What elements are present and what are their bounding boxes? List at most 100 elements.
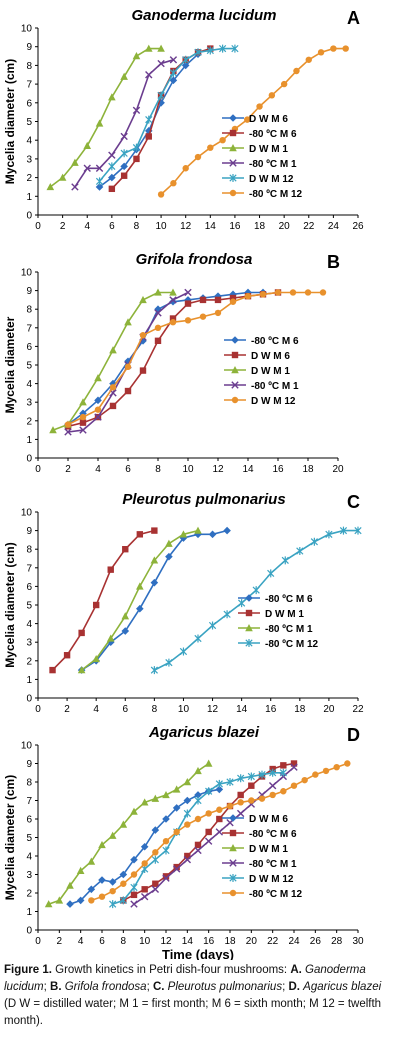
data-point bbox=[95, 183, 104, 191]
x-tick-label: 12 bbox=[212, 464, 224, 475]
x-tick-label: 2 bbox=[65, 464, 71, 475]
data-point bbox=[194, 526, 202, 534]
data-point bbox=[179, 530, 188, 538]
data-point bbox=[301, 776, 308, 784]
x-tick-label: 22 bbox=[352, 704, 364, 715]
data-point bbox=[94, 406, 102, 413]
data-point bbox=[173, 828, 180, 836]
x-tick-label: 20 bbox=[323, 704, 335, 715]
data-point bbox=[66, 900, 74, 908]
y-tick-label: 9 bbox=[26, 759, 32, 770]
data-point bbox=[49, 426, 57, 434]
data-point bbox=[108, 185, 116, 193]
data-point bbox=[150, 556, 159, 564]
x-tick-label: 6 bbox=[99, 936, 105, 947]
x-tick-label: 26 bbox=[352, 221, 364, 232]
data-point bbox=[194, 766, 202, 775]
legend-label: -80 ºC M 12 bbox=[265, 639, 319, 650]
legend-label: -80 ºC M 12 bbox=[249, 889, 303, 900]
x-tick-label: 14 bbox=[242, 464, 254, 475]
legend-label: D W M 12 bbox=[249, 174, 294, 185]
data-point bbox=[83, 164, 91, 172]
data-point bbox=[88, 897, 95, 904]
data-point bbox=[169, 297, 177, 306]
data-point bbox=[207, 144, 214, 151]
data-point bbox=[184, 296, 192, 304]
data-point bbox=[162, 873, 170, 880]
x-tick-label: 4 bbox=[95, 464, 101, 475]
data-point bbox=[216, 806, 223, 813]
data-point bbox=[194, 634, 202, 643]
legend-marker bbox=[229, 829, 237, 837]
data-point bbox=[87, 857, 96, 865]
data-point bbox=[95, 164, 104, 172]
data-point bbox=[108, 162, 116, 171]
data-point bbox=[183, 856, 192, 864]
legend-marker bbox=[229, 114, 237, 122]
data-point bbox=[223, 526, 231, 535]
series-0 bbox=[64, 288, 267, 429]
y-tick-label: 5 bbox=[26, 361, 32, 372]
data-point bbox=[119, 820, 128, 828]
x-tick-label: 6 bbox=[122, 704, 128, 715]
x-tick-label: 26 bbox=[310, 936, 322, 947]
panel-letter: A bbox=[347, 8, 360, 28]
data-point bbox=[109, 402, 117, 410]
data-point bbox=[130, 900, 138, 908]
data-point bbox=[108, 831, 117, 839]
x-tick-label: 20 bbox=[279, 221, 291, 232]
data-point bbox=[219, 137, 226, 144]
data-point bbox=[169, 68, 178, 77]
data-point bbox=[172, 804, 181, 812]
caption-part-b-species: Grifola frondosa bbox=[64, 981, 147, 993]
y-tick-label: 10 bbox=[21, 24, 33, 35]
data-point bbox=[319, 289, 327, 296]
data-point bbox=[208, 621, 217, 630]
x-tick-label: 4 bbox=[93, 704, 99, 715]
y-tick-label: 3 bbox=[26, 154, 32, 165]
data-point bbox=[77, 666, 86, 674]
data-point bbox=[136, 582, 144, 590]
y-tick-label: 0 bbox=[26, 926, 32, 937]
data-point bbox=[144, 127, 153, 135]
series-3 bbox=[150, 526, 362, 675]
y-tick-label: 4 bbox=[26, 852, 32, 863]
series-line bbox=[98, 47, 235, 182]
x-tick-label: 10 bbox=[182, 464, 194, 475]
legend-label: -80 ºC M 6 bbox=[249, 829, 297, 840]
data-point bbox=[252, 586, 260, 595]
legend-label: D W M 1 bbox=[251, 366, 290, 377]
x-tick-label: 8 bbox=[155, 464, 161, 475]
data-point bbox=[184, 288, 192, 297]
x-tick-label: 0 bbox=[35, 464, 41, 475]
data-point bbox=[119, 870, 128, 879]
y-axis-label: Mycelia diameter bbox=[3, 316, 17, 413]
series-4 bbox=[109, 768, 287, 909]
legend-label: -80 ºC M 6 bbox=[251, 336, 299, 347]
x-tick-label: 10 bbox=[156, 221, 168, 232]
panel-letter: C bbox=[347, 492, 360, 512]
x-tick-label: 28 bbox=[331, 936, 343, 947]
y-tick-label: 9 bbox=[26, 526, 32, 537]
data-point bbox=[154, 324, 162, 331]
data-point bbox=[312, 771, 319, 778]
legend: -80 ºC M 6 D W M 6 D W M 1 -80 ºC M 1 D W M … bbox=[224, 336, 299, 407]
data-point bbox=[87, 885, 96, 894]
data-point bbox=[226, 802, 234, 810]
data-point bbox=[280, 788, 287, 795]
y-tick-label: 6 bbox=[26, 98, 32, 109]
data-point bbox=[83, 141, 92, 150]
caption-part-a-species: Ganoderma lucidum bbox=[4, 964, 366, 993]
data-point bbox=[79, 419, 87, 426]
data-point bbox=[71, 158, 79, 166]
data-point bbox=[267, 569, 275, 578]
data-point bbox=[63, 652, 71, 659]
y-tick-label: 4 bbox=[26, 379, 32, 390]
y-tick-label: 1 bbox=[26, 907, 32, 918]
legend-marker bbox=[229, 889, 237, 897]
y-tick-label: 0 bbox=[26, 694, 32, 705]
data-point bbox=[194, 153, 202, 161]
